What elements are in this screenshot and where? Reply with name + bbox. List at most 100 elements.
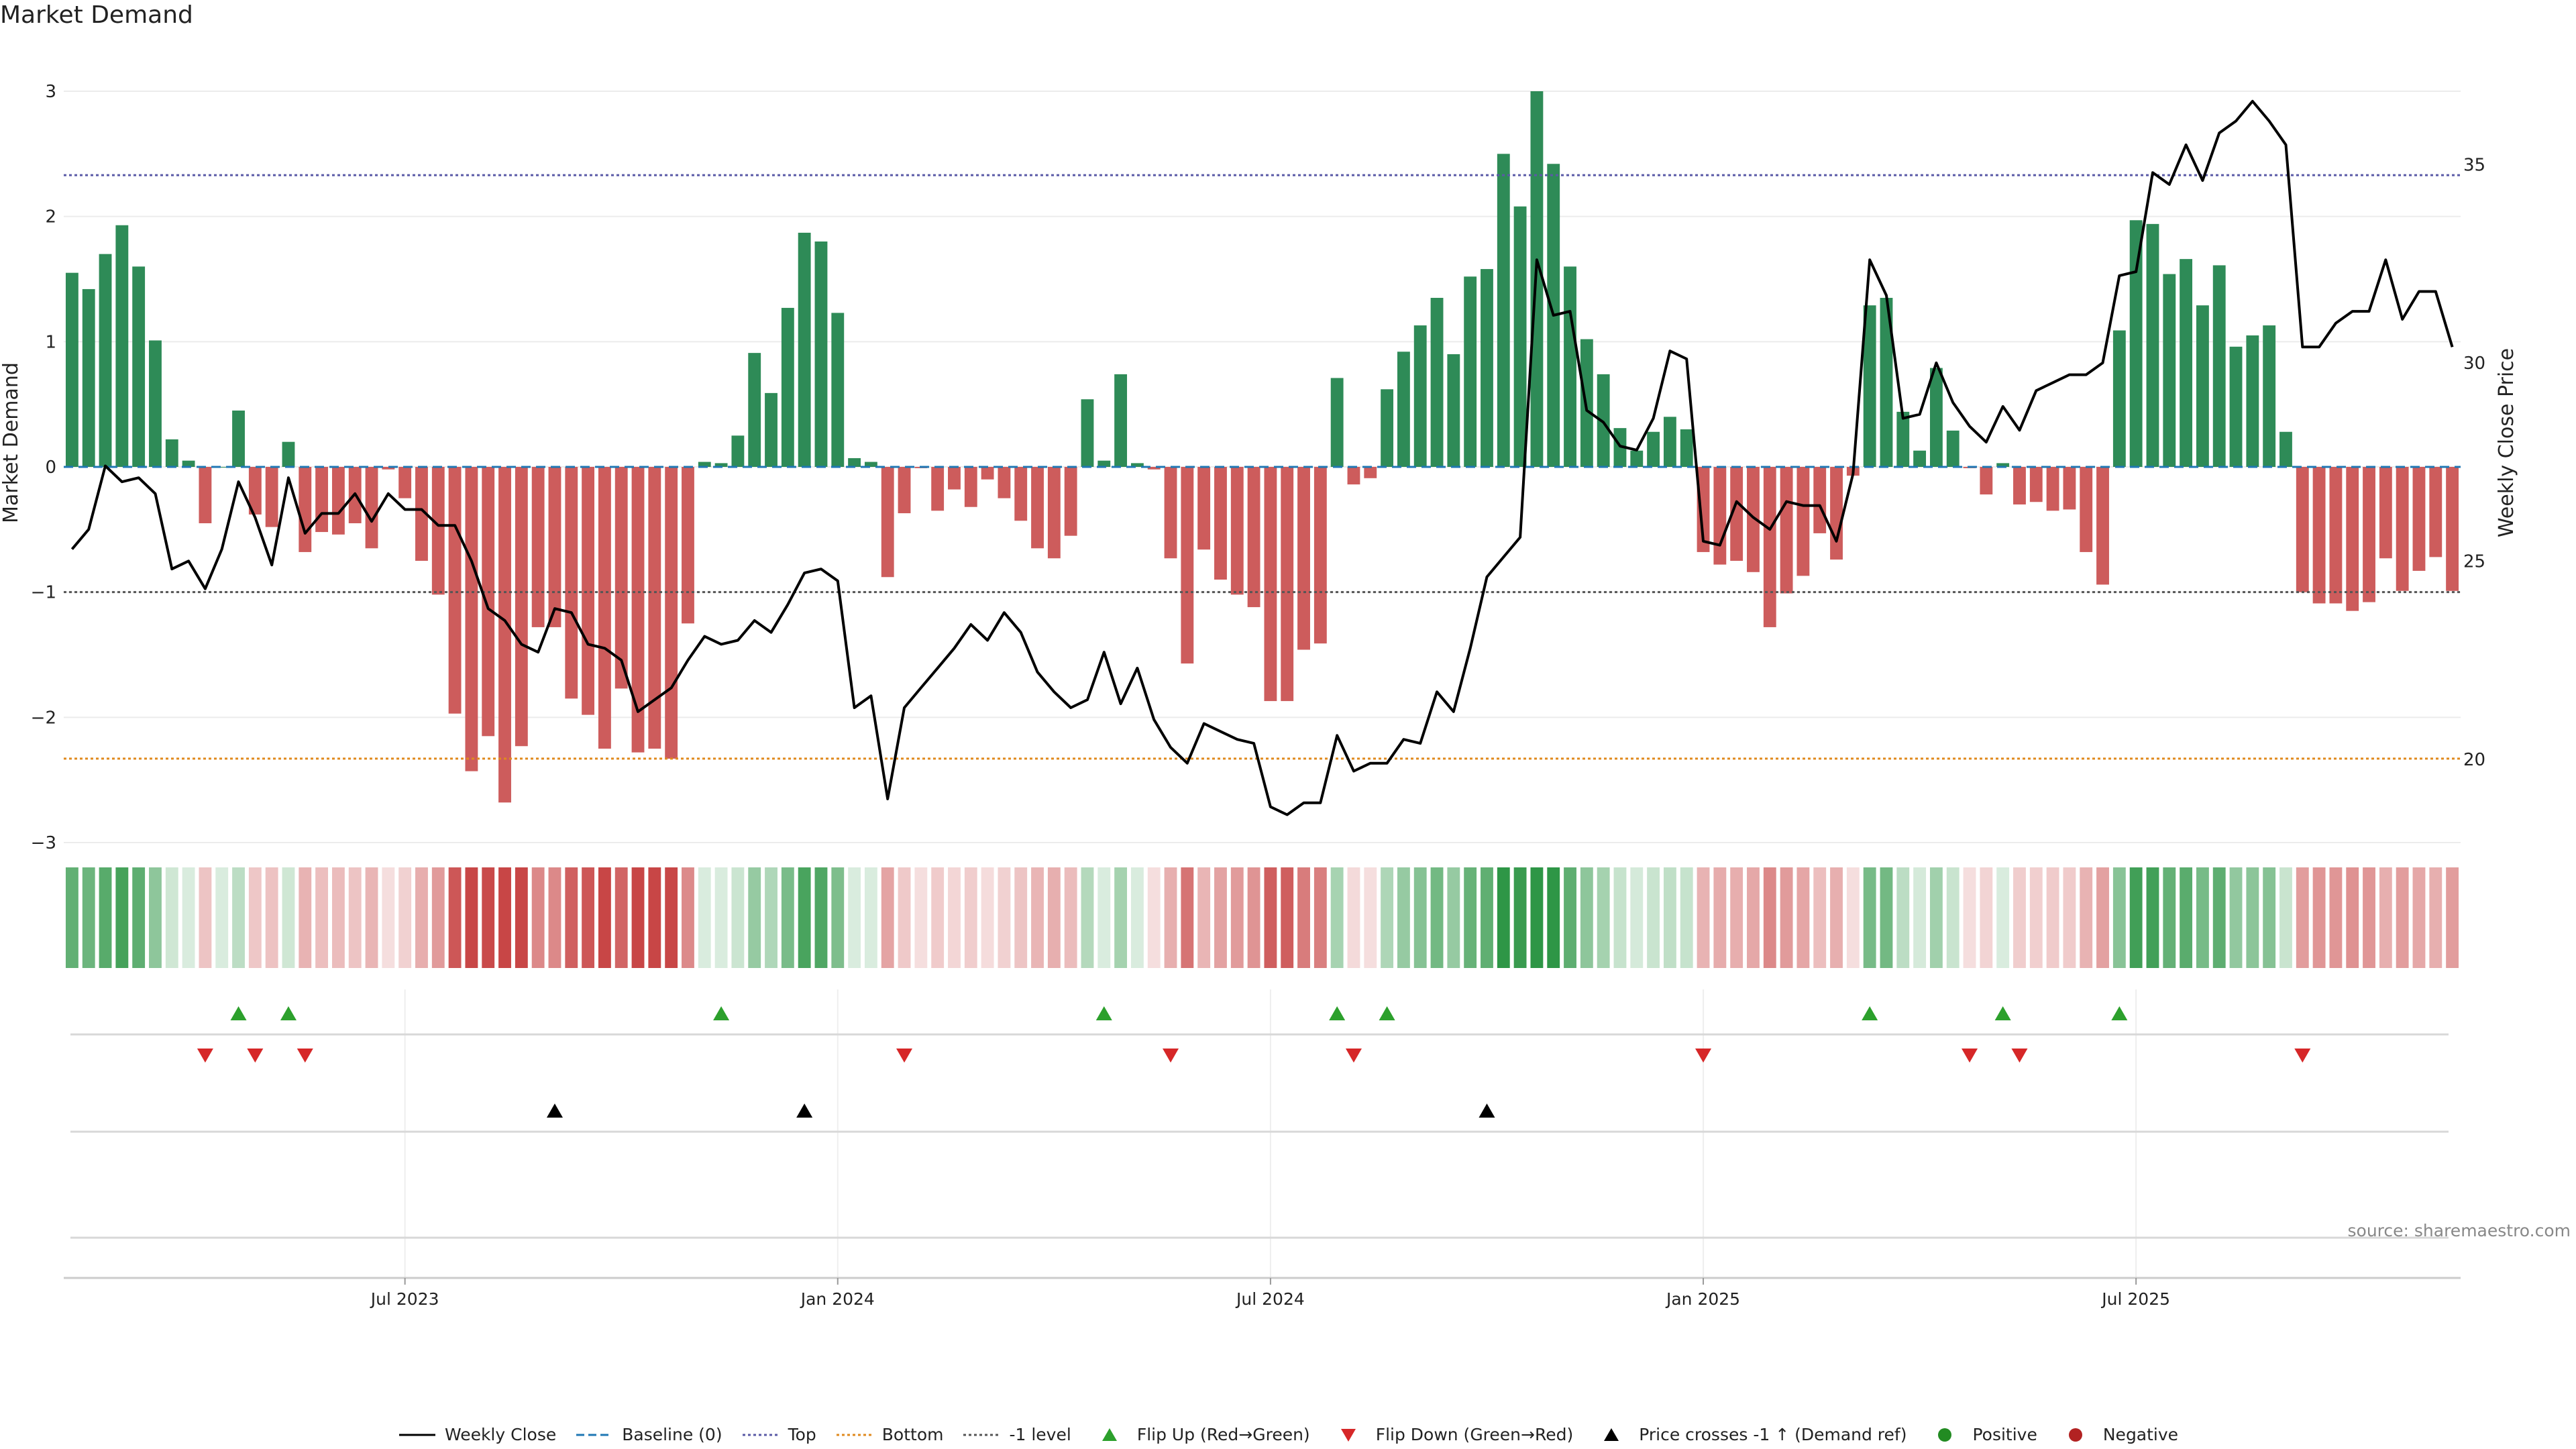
- heat-cell: [748, 867, 761, 968]
- heat-cell: [1214, 867, 1227, 968]
- legend-item: Bottom: [835, 1425, 943, 1444]
- demand-bar: [99, 254, 112, 467]
- heat-cell: [1963, 867, 1976, 968]
- demand-bar: [2229, 346, 2243, 467]
- demand-bar: [881, 467, 894, 578]
- demand-bar: [115, 225, 129, 467]
- legend-symbol: [1604, 1428, 1619, 1441]
- heat-cell: [781, 867, 794, 968]
- heat-cell: [1164, 867, 1177, 968]
- flip-up-marker: [1329, 1006, 1346, 1020]
- heat-cell: [1730, 867, 1743, 968]
- demand-bar: [1481, 269, 1493, 467]
- heat-cell: [1347, 867, 1360, 968]
- flip-up-marker: [1379, 1006, 1395, 1020]
- y-tick-label: 1: [45, 332, 56, 352]
- demand-bar: [2246, 335, 2259, 467]
- heat-cell: [2163, 867, 2176, 968]
- demand-bar: [132, 266, 146, 467]
- y-tick-label: −2: [31, 708, 56, 728]
- x-tick-label: Jul 2025: [2100, 1289, 2170, 1309]
- heat-cell: [1846, 867, 1860, 968]
- flip-up-marker: [280, 1006, 297, 1020]
- demand-bar: [1264, 467, 1277, 702]
- demand-bar: [331, 467, 345, 535]
- heat-cell: [565, 867, 578, 968]
- demand-bar: [165, 439, 178, 467]
- heat-cell: [1247, 867, 1260, 968]
- heat-cell: [531, 867, 545, 968]
- heat-cell: [2346, 867, 2359, 968]
- demand-bar: [199, 467, 212, 523]
- legend: Weekly Close Baseline (0) Top Bottom -1 leve…: [0, 1425, 2576, 1444]
- heat-cell: [2263, 867, 2276, 968]
- heat-cell: [2013, 867, 2026, 968]
- chart-title: Market Demand: [0, 1, 193, 29]
- demand-bar: [665, 467, 678, 759]
- heat-cell: [598, 867, 611, 968]
- legend-item: Positive: [1925, 1425, 2037, 1444]
- heat-cell: [215, 867, 229, 968]
- demand-bar: [2029, 467, 2043, 502]
- heat-cell: [1497, 867, 1510, 968]
- demand-bar: [1896, 411, 1910, 467]
- heat-cell: [1697, 867, 1710, 968]
- heat-cell: [2212, 867, 2226, 968]
- heat-cell: [1014, 867, 1028, 968]
- heat-cell: [1564, 867, 1576, 968]
- heat-cell: [1147, 867, 1161, 968]
- x-tick-label: Jan 2024: [800, 1289, 875, 1309]
- heat-cell: [831, 867, 845, 968]
- demand-bar: [648, 467, 661, 749]
- demand-bar: [1147, 467, 1161, 470]
- heat-cell: [1896, 867, 1910, 968]
- heat-cell: [1364, 867, 1377, 968]
- demand-bar: [2196, 305, 2209, 467]
- heat-cell: [914, 867, 928, 968]
- legend-glyph: [2068, 1428, 2082, 1442]
- demand-bar: [2446, 467, 2459, 591]
- y2-tick-label: 30: [2463, 354, 2485, 374]
- flip-down-marker: [896, 1049, 913, 1063]
- demand-bar: [365, 467, 378, 549]
- heat-cell: [1780, 867, 1793, 968]
- heat-cell: [1330, 867, 1344, 968]
- weekly-close-line: [70, 99, 2454, 816]
- demand-bar: [65, 272, 78, 467]
- heat-cell: [1130, 867, 1144, 968]
- demand-bar: [482, 467, 495, 737]
- demand-bar: [2396, 467, 2409, 591]
- demand-bar: [798, 232, 811, 467]
- heat-cell: [82, 867, 95, 968]
- demand-bar: [1297, 467, 1310, 650]
- demand-bar: [964, 467, 977, 507]
- heat-cell: [115, 867, 129, 968]
- flip-down-marker: [1345, 1049, 1362, 1063]
- demand-bar: [614, 467, 628, 689]
- heat-cell: [448, 867, 462, 968]
- price-cross-marker: [546, 1104, 563, 1118]
- legend-glyph: [1340, 1428, 1356, 1442]
- legend-glyph: [1938, 1428, 1952, 1442]
- y2-axis-label: Weekly Close Price: [2495, 348, 2518, 537]
- demand-bar: [714, 463, 728, 467]
- heat-cell: [948, 867, 961, 968]
- price-cross-marker: [1479, 1104, 1495, 1118]
- flip-down-marker: [2011, 1049, 2028, 1063]
- demand-bar: [1181, 467, 1194, 664]
- demand-bar: [781, 307, 794, 467]
- demand-bar: [1347, 467, 1360, 485]
- legend-item: Negative: [2056, 1425, 2178, 1444]
- heat-cell: [382, 867, 395, 968]
- legend-label: Top: [788, 1425, 816, 1444]
- heat-cell: [765, 867, 777, 968]
- demand-bar: [1197, 467, 1211, 550]
- legend-symbol: [2068, 1428, 2082, 1442]
- heat-cell: [1747, 867, 1760, 968]
- heat-cell: [1481, 867, 1493, 968]
- heat-cell: [498, 867, 511, 968]
- heat-cell: [2279, 867, 2292, 968]
- x-tick-label: Jul 2023: [370, 1289, 439, 1309]
- heat-cell: [731, 867, 745, 968]
- flip-down-marker: [1962, 1049, 1978, 1063]
